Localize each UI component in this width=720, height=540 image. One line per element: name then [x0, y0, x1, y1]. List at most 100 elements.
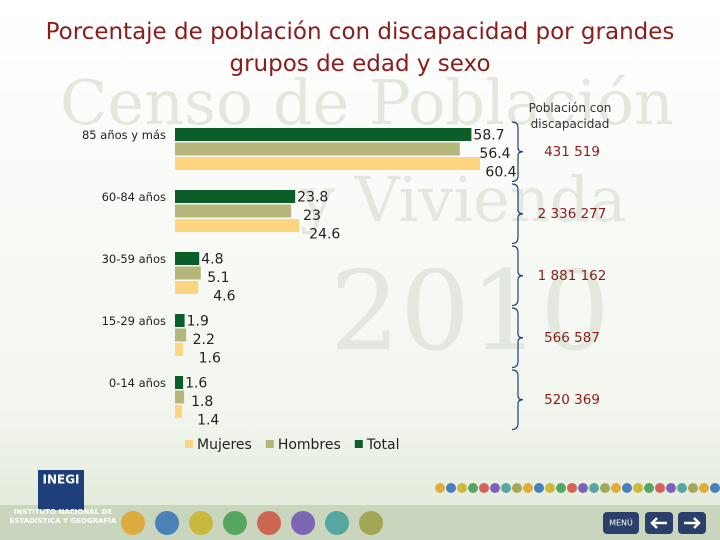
next-arrow[interactable]: [684, 517, 701, 529]
people-icon: [688, 483, 698, 493]
population-value: 431 519: [544, 144, 600, 160]
people-icon: [490, 483, 500, 493]
bar: [175, 142, 460, 156]
bar: [175, 328, 187, 342]
legend-swatch: [185, 440, 193, 448]
people-icon: [578, 483, 588, 493]
bar: [175, 252, 200, 265]
bar: [175, 128, 472, 141]
y-tick-label: 60-84 años: [101, 190, 166, 204]
bar: [175, 281, 199, 294]
people-icon: [655, 483, 665, 493]
people-icon: [600, 483, 610, 493]
footer-icon: [359, 511, 383, 535]
y-tick-label: 30-59 años: [101, 252, 166, 266]
people-icon: [556, 483, 566, 493]
watermark-text: Censo de Población: [60, 66, 674, 139]
footer-icon: [257, 511, 281, 535]
people-icon: [446, 483, 456, 493]
category-box: 15-29 años: [101, 314, 166, 328]
brace: [511, 121, 524, 183]
brace: [511, 307, 524, 369]
menu-button[interactable]: [603, 512, 639, 534]
people-icon: [666, 483, 676, 493]
people-icon: [545, 483, 555, 493]
logo-text: INEGI: [42, 473, 79, 487]
bar: [175, 266, 201, 280]
value-label: 1.6: [185, 376, 207, 392]
people-icon: [677, 483, 687, 493]
value-label: 24.6: [309, 227, 340, 243]
prev-arrow[interactable]: [650, 517, 667, 529]
population-value: 2 336 277: [538, 206, 607, 222]
value-label: 1.4: [197, 413, 219, 429]
value-label: 23: [303, 208, 321, 224]
brace: [511, 245, 524, 307]
category-box: 85 años y más: [81, 128, 166, 142]
value-label: 5.1: [207, 270, 229, 286]
people-icon: [534, 483, 544, 493]
footer-icon: [223, 511, 247, 535]
people-icon: [611, 483, 621, 493]
value-label: 4.8: [201, 252, 223, 268]
footer-icon: [325, 511, 349, 535]
people-icon: [589, 483, 599, 493]
menu-label[interactable]: MENÚ: [609, 517, 633, 528]
legend-label: Mujeres: [197, 437, 252, 453]
institute: INSTITUTO NACIONAL DE ESTADÍSTICA Y GEOG…: [9, 508, 117, 525]
legend-label: Hombres: [278, 437, 341, 453]
people-icon: [633, 483, 643, 493]
legend-swatch: [265, 440, 274, 448]
population-header-box: Población con discapacidad: [528, 101, 612, 131]
people-icon: [501, 483, 511, 493]
watermark: Censo de Población y Vivienda 2010: [60, 66, 674, 375]
population-value: 566 587: [544, 330, 600, 346]
footer-icon: [155, 511, 179, 535]
value-label: 23.8: [297, 190, 328, 206]
watermark-text: 2010: [330, 247, 610, 375]
logo-box: [38, 470, 84, 510]
value-label: 2.2: [193, 332, 215, 348]
watermark-text: y Vivienda: [299, 163, 626, 236]
bar: [175, 314, 185, 327]
footer-icon: [291, 511, 315, 535]
people-icon: [710, 483, 720, 493]
title-box: Porcentaje de población con discapacidad…: [46, 19, 675, 77]
people-icon: [512, 483, 522, 493]
value-label: 1.9: [187, 314, 209, 330]
value-label: 60.4: [485, 165, 516, 181]
population-value: 1 881 162: [538, 268, 607, 284]
people-icon: [479, 483, 489, 493]
bar: [175, 343, 184, 356]
value-label: 58.7: [473, 128, 504, 144]
value-label: 1.8: [191, 394, 213, 410]
category-box: 0-14 años: [108, 376, 166, 390]
people-icon: [622, 483, 632, 493]
bar: [175, 157, 480, 170]
bar: [175, 190, 296, 203]
population-header: Población con discapacidad: [528, 101, 612, 131]
people-icon: [699, 483, 709, 493]
people-icon: [644, 483, 654, 493]
legend-label: Total: [366, 437, 400, 453]
category-box: 60-84 años: [101, 190, 166, 204]
bar: [175, 219, 300, 232]
y-tick-label: 0-14 años: [108, 376, 166, 390]
y-tick-label: 85 años y más: [81, 128, 166, 142]
bar: [175, 376, 184, 389]
bar: [175, 390, 185, 404]
category-box: 30-59 años: [101, 252, 166, 266]
value-label: 4.6: [213, 289, 235, 305]
value-label: 1.6: [199, 351, 221, 367]
people-icon: [457, 483, 467, 493]
value-label: 56.4: [479, 146, 510, 162]
legend-swatch: [354, 440, 363, 448]
people-icon: [435, 483, 445, 493]
brace: [511, 369, 524, 431]
population-value: 520 369: [544, 392, 600, 408]
y-tick-label: 15-29 años: [101, 314, 166, 328]
bar: [175, 405, 183, 418]
people-icon: [567, 483, 577, 493]
